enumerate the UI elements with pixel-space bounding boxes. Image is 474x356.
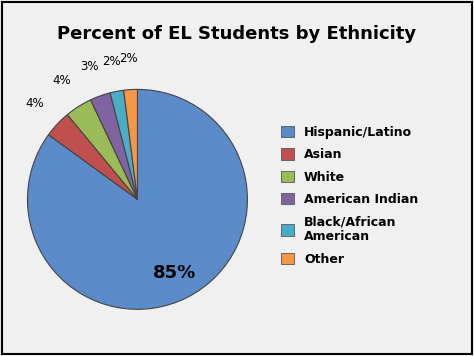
Wedge shape bbox=[91, 93, 137, 199]
Wedge shape bbox=[48, 115, 137, 199]
Wedge shape bbox=[67, 100, 137, 199]
Legend: Hispanic/Latino, Asian, White, American Indian, Black/African
American, Other: Hispanic/Latino, Asian, White, American … bbox=[276, 121, 423, 271]
Text: 85%: 85% bbox=[153, 264, 197, 282]
Text: 4%: 4% bbox=[53, 74, 72, 87]
Wedge shape bbox=[110, 90, 137, 199]
Wedge shape bbox=[124, 89, 137, 199]
Text: 2%: 2% bbox=[119, 52, 138, 66]
Text: Percent of EL Students by Ethnicity: Percent of EL Students by Ethnicity bbox=[57, 25, 417, 43]
Text: 2%: 2% bbox=[102, 54, 120, 68]
Text: 3%: 3% bbox=[81, 61, 99, 73]
Text: 4%: 4% bbox=[26, 96, 44, 110]
Wedge shape bbox=[27, 89, 247, 309]
